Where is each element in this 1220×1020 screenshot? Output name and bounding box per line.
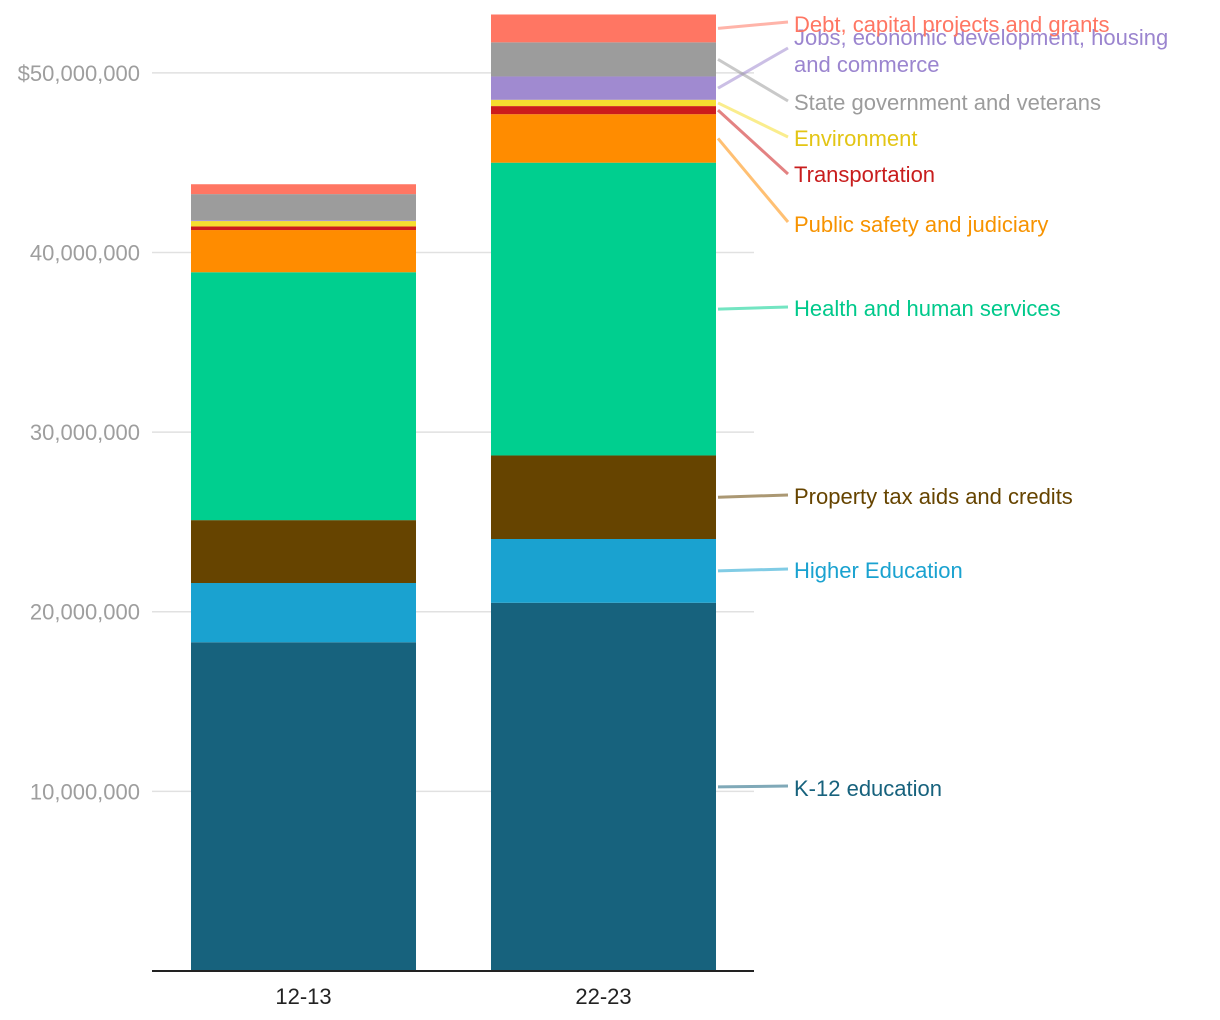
series-labels: K-12 education Higher Education Property t… [716, 12, 1168, 801]
bar-segment-environment-22-23 [491, 99, 716, 107]
y-axis-tick-labels: 10,000,000 20,000,000 30,000,000 40,000,000… [18, 61, 140, 805]
leader-line-debt-capital-projects-and-grants [717, 20, 789, 30]
bar-segment-jobs-economic-development-housing-and-commerce-22-23 [491, 76, 716, 100]
bar-segment-transportation-12-13 [191, 226, 416, 231]
bar-segment-property-tax-aids-and-credits-22-23 [491, 455, 716, 539]
bar-segment-k-12-education-12-13 [191, 642, 416, 971]
series-label-higher-education: Higher Education [794, 558, 963, 583]
bar-segment-health-and-human-services-22-23 [491, 162, 716, 456]
y-tick-label: 10,000,000 [30, 779, 140, 804]
series-label-property-tax-aids-and-credits: Property tax aids and credits [794, 484, 1073, 509]
bar-segment-higher-education-22-23 [491, 538, 716, 603]
bar-segment-public-safety-and-judiciary-12-13 [191, 230, 416, 273]
bar-segment-debt-capital-projects-and-grants-22-23 [491, 14, 716, 43]
series-label-environment: Environment [794, 126, 918, 151]
bar-segment-k-12-education-22-23 [491, 602, 716, 971]
bar-segment-jobs-economic-development-housing-and-commerce-12-13 [191, 220, 416, 222]
bar-segment-state-government-and-veterans-12-13 [191, 194, 416, 221]
series-label-k-12-education: K-12 education [794, 776, 942, 801]
bar-segment-environment-12-13 [191, 221, 416, 227]
series-label-public-safety-and-judiciary: Public safety and judiciary [794, 212, 1048, 237]
series-label-debt-capital-projects-and-grants: Debt, capital projects and grants [794, 12, 1110, 37]
y-tick-label: 30,000,000 [30, 420, 140, 445]
y-tick-label: 40,000,000 [30, 240, 140, 265]
leader-line-state-government-and-veterans [717, 58, 789, 103]
leader-line-jobs-economic-development-housing-and-commerce [717, 46, 789, 90]
bar-segment-state-government-and-veterans-22-23 [491, 42, 716, 77]
x-tick-label: 22-23 [575, 984, 631, 1009]
series-label-transportation: Transportation [794, 162, 935, 187]
x-tick-label: 12-13 [275, 984, 331, 1009]
leader-line-k-12-education [717, 784, 789, 789]
leader-line-higher-education [717, 567, 789, 573]
y-tick-label: 20,000,000 [30, 600, 140, 625]
series-label-jobs-economic-development-housing-and-commerce: Jobs, economic development, housing and c… [794, 25, 1168, 77]
series-label-state-government-and-veterans: State government and veterans [794, 90, 1101, 115]
bar-stacks [191, 14, 716, 971]
y-tick-label: $50,000,000 [18, 61, 140, 86]
series-label-health-and-human-services: Health and human services [794, 296, 1061, 321]
leader-line-health-and-human-services [717, 305, 789, 311]
x-axis-category-labels: 12-13 22-23 [275, 984, 631, 1009]
bar-segment-health-and-human-services-12-13 [191, 272, 416, 521]
leader-line-property-tax-aids-and-credits [717, 493, 789, 499]
bar-segment-transportation-22-23 [491, 106, 716, 115]
leader-line-environment [717, 101, 789, 139]
leader-line-public-safety-and-judiciary [716, 137, 790, 223]
bar-segment-public-safety-and-judiciary-22-23 [491, 114, 716, 163]
leader-line-transportation [716, 109, 790, 176]
bar-segment-property-tax-aids-and-credits-12-13 [191, 520, 416, 584]
bar-segment-debt-capital-projects-and-grants-12-13 [191, 184, 416, 195]
bar-segment-higher-education-12-13 [191, 583, 416, 643]
